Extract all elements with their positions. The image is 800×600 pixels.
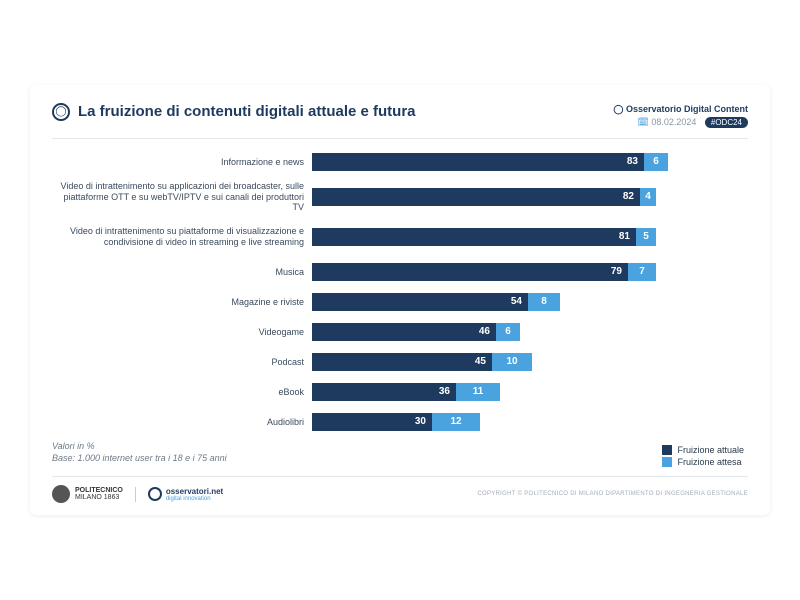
meta-date: 08.02.2024 <box>651 117 696 127</box>
chart-notes: Valori in % Base: 1.000 internet user tr… <box>52 441 748 464</box>
magnifier-icon <box>148 487 162 501</box>
row-bars: 836 <box>312 153 748 171</box>
bar-expected: 8 <box>528 293 560 311</box>
logo-politecnico: POLITECNICO MILANO 1863 <box>52 485 123 503</box>
row-label: eBook <box>52 387 312 397</box>
row-bars: 548 <box>312 293 748 311</box>
poli-seal-icon <box>52 485 70 503</box>
logo-osservatori: osservatori.net digital innovation <box>135 487 223 502</box>
row-bars: 466 <box>312 323 748 341</box>
chart-title: La fruizione di contenuti digitali attua… <box>78 103 416 120</box>
row-bars: 4510 <box>312 353 748 371</box>
row-label: Videogame <box>52 327 312 337</box>
row-bars: 3012 <box>312 413 748 431</box>
bar-expected: 6 <box>496 323 520 341</box>
row-label: Informazione e news <box>52 157 312 167</box>
bar-expected: 7 <box>628 263 656 281</box>
meta-org-text: Osservatorio Digital Content <box>626 104 748 114</box>
legend-item-current: Fruizione attuale <box>662 445 744 455</box>
chart-row: eBook3611 <box>52 379 748 405</box>
row-bars: 3611 <box>312 383 748 401</box>
footer-copyright: COPYRIGHT © POLITECNICO DI MILANO DIPART… <box>477 491 748 497</box>
row-label: Video di intrattenimento su applicazioni… <box>52 181 312 212</box>
legend-swatch-expected <box>662 457 672 467</box>
bar-expected: 11 <box>456 383 500 401</box>
bar-current: 79 <box>312 263 628 281</box>
chart-row: Videogame466 <box>52 319 748 345</box>
chart-card: ◯ La fruizione di contenuti digitali att… <box>30 85 770 515</box>
footer: POLITECNICO MILANO 1863 osservatori.net … <box>52 476 748 503</box>
chart-row: Video di intrattenimento su applicazioni… <box>52 179 748 215</box>
calendar-icon: 🗓 <box>637 117 648 127</box>
notes-line2: Base: 1.000 internet user tra i 18 e i 7… <box>52 453 748 465</box>
bar-current: 82 <box>312 188 640 206</box>
bar-current: 45 <box>312 353 492 371</box>
legend-item-expected: Fruizione attesa <box>662 457 744 467</box>
bar-current: 30 <box>312 413 432 431</box>
org-icon: ◯ <box>613 104 623 114</box>
row-label: Audiolibri <box>52 417 312 427</box>
bar-expected: 10 <box>492 353 532 371</box>
chart-row: Audiolibri3012 <box>52 409 748 435</box>
chart-row: Musica797 <box>52 259 748 285</box>
meta-line2: 🗓 08.02.2024 #ODC24 <box>613 116 748 130</box>
bar-current: 81 <box>312 228 636 246</box>
bar-current: 46 <box>312 323 496 341</box>
row-label: Musica <box>52 267 312 277</box>
bar-expected: 12 <box>432 413 480 431</box>
meta-hashtag: #ODC24 <box>705 117 748 128</box>
logo2-bottom: digital innovation <box>166 496 223 502</box>
bar-current: 36 <box>312 383 456 401</box>
row-bars: 824 <box>312 188 748 206</box>
header: ◯ La fruizione di contenuti digitali att… <box>52 103 748 139</box>
chart-row: Informazione e news836 <box>52 149 748 175</box>
row-bars: 797 <box>312 263 748 281</box>
logo1-bottom: MILANO 1863 <box>75 494 123 501</box>
row-label: Video di intrattenimento su piattaforme … <box>52 226 312 247</box>
footer-logos: POLITECNICO MILANO 1863 osservatori.net … <box>52 485 223 503</box>
row-label: Magazine e riviste <box>52 297 312 307</box>
bar-expected: 5 <box>636 228 656 246</box>
bar-chart: Informazione e news836Video di intratten… <box>52 149 748 435</box>
chart-row: Video di intrattenimento su piattaforme … <box>52 219 748 255</box>
legend: Fruizione attuale Fruizione attesa <box>662 443 744 467</box>
bar-current: 83 <box>312 153 644 171</box>
logo1-top: POLITECNICO <box>75 487 123 494</box>
legend-label-current: Fruizione attuale <box>677 445 744 455</box>
legend-label-expected: Fruizione attesa <box>677 457 741 467</box>
notes-line1: Valori in % <box>52 441 748 453</box>
headset-icon: ◯ <box>52 103 70 121</box>
header-meta: ◯ Osservatorio Digital Content 🗓 08.02.2… <box>613 103 748 130</box>
chart-row: Podcast4510 <box>52 349 748 375</box>
meta-org: ◯ Osservatorio Digital Content <box>613 103 748 117</box>
row-bars: 815 <box>312 228 748 246</box>
bar-expected: 6 <box>644 153 668 171</box>
bar-expected: 4 <box>640 188 656 206</box>
legend-swatch-current <box>662 445 672 455</box>
bar-current: 54 <box>312 293 528 311</box>
title-wrap: ◯ La fruizione di contenuti digitali att… <box>52 103 416 121</box>
row-label: Podcast <box>52 357 312 367</box>
logo2-top: osservatori.net <box>166 487 223 496</box>
chart-row: Magazine e riviste548 <box>52 289 748 315</box>
